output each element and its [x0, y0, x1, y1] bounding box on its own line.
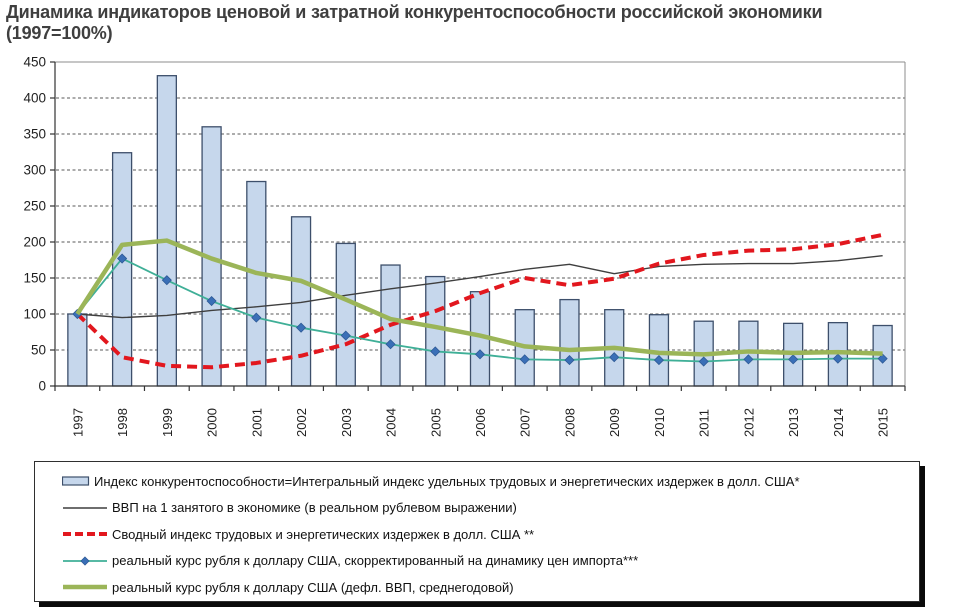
x-tick-label: 1997 — [70, 408, 85, 437]
series-line-4 — [75, 238, 883, 357]
legend-item: Сводный индекс трудовых и энергетических… — [62, 521, 919, 548]
series-line-2 — [75, 232, 884, 370]
legend-item-label: Сводный индекс трудовых и энергетических… — [112, 526, 535, 542]
diamond-marker — [251, 312, 262, 323]
bar — [156, 75, 177, 387]
legend-item: реальный курс рубля к доллару США (дефл.… — [62, 574, 919, 601]
diamond-marker — [698, 356, 709, 367]
x-tick-label: 2006 — [473, 408, 488, 437]
y-tick-label: 450 — [23, 55, 46, 70]
legend-box: Индекс конкурентоспособности=Интегральны… — [34, 461, 920, 602]
diamond-marker — [430, 346, 441, 357]
legend-line-swatch — [63, 507, 107, 509]
legend-item-label: реальный курс рубля к доллару США, скорр… — [112, 553, 639, 569]
x-tick-label: 2012 — [741, 408, 756, 437]
legend-item-label: Индекс конкурентоспособности=Интегральны… — [94, 473, 800, 489]
x-tick-label: 2007 — [518, 408, 533, 437]
x-tick-label: 2010 — [652, 408, 667, 437]
legend-item-label: ВВП на 1 занятого в экономике (в реально… — [112, 500, 517, 516]
y-tick-label: 300 — [23, 163, 46, 178]
x-tick-label: 2013 — [786, 408, 801, 437]
bar — [559, 298, 580, 387]
x-tick-label: 2014 — [831, 408, 846, 437]
diamond-marker — [832, 353, 843, 364]
diamond-marker — [609, 352, 620, 363]
y-tick-label: 200 — [23, 235, 46, 250]
x-tick-label: 2001 — [249, 408, 264, 437]
x-tick-label: 2005 — [428, 408, 443, 437]
diamond-marker — [206, 295, 217, 307]
diamond-marker — [117, 253, 128, 264]
diamond-marker — [653, 355, 665, 366]
y-tick-label: 0 — [38, 379, 46, 394]
diamond-marker — [519, 354, 530, 365]
x-tick-label: 2009 — [607, 408, 622, 437]
legend-item: реальный курс рубля к доллару США, скорр… — [62, 548, 919, 575]
bar — [425, 275, 446, 387]
legend-item: Индекс конкурентоспособности=Интегральны… — [62, 468, 919, 495]
y-tick-label: 150 — [23, 271, 46, 286]
legend-dashed-line-swatch — [63, 532, 107, 537]
diamond-marker — [743, 354, 754, 365]
x-tick-label: 2015 — [876, 408, 891, 437]
chart-title: Динамика индикаторов ценовой и затратной… — [6, 2, 966, 44]
x-tick-label: 2008 — [562, 408, 577, 437]
diamond-marker — [877, 353, 888, 364]
x-tick-label: 2000 — [205, 408, 220, 437]
x-tick-label: 2004 — [384, 408, 399, 437]
y-tick-label: 400 — [23, 91, 46, 106]
legend-bar-swatch — [62, 476, 90, 486]
legend-line-swatch — [63, 585, 107, 590]
y-tick-label: 350 — [23, 127, 46, 142]
x-tick-label: 2002 — [294, 408, 309, 437]
plot-area: 0 50 100 150 200 250 300 350 400 450 1997 1998 1999 2… — [23, 55, 906, 437]
diamond-marker — [161, 275, 172, 286]
chart-title-line2: (1997=100%) — [6, 23, 113, 43]
legend-marker-line-swatch — [63, 556, 107, 566]
legend-item: ВВП на 1 занятого в экономике (в реально… — [62, 495, 919, 522]
y-tick-label: 50 — [31, 343, 46, 358]
diamond-marker — [385, 339, 396, 350]
legend-item-label: реальный курс рубля к доллару США (дефл.… — [112, 579, 514, 595]
bar — [335, 242, 356, 387]
diamond-marker — [564, 355, 575, 366]
chart-title-line1: Динамика индикаторов ценовой и затратной… — [6, 2, 823, 22]
diamond-marker — [295, 322, 307, 333]
bar — [67, 313, 88, 387]
bar — [246, 180, 267, 387]
diamond-marker — [474, 349, 486, 360]
series-line-1 — [77, 254, 883, 319]
x-tick-label: 1999 — [160, 408, 175, 437]
diamond-marker — [788, 354, 799, 365]
x-tick-label: 2003 — [339, 408, 354, 437]
y-tick-label: 250 — [23, 199, 46, 214]
y-tick-label: 100 — [23, 307, 46, 322]
diamond-marker — [340, 330, 351, 341]
x-tick-label: 1998 — [115, 408, 130, 437]
x-tick-label: 2011 — [697, 409, 712, 437]
